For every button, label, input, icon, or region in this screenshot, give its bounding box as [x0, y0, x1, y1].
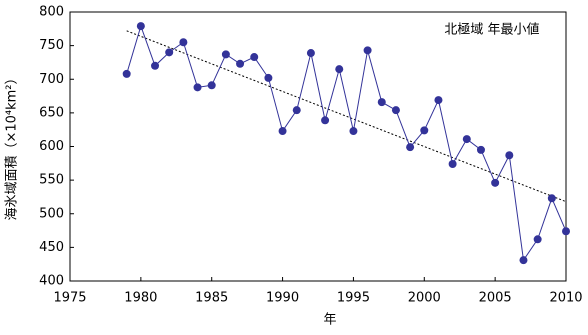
x-tick-label: 1980 [124, 291, 157, 306]
x-tick-label: 2005 [479, 291, 512, 306]
trend-line [126, 30, 567, 203]
annotation: 北極域 年最小値 [444, 22, 539, 38]
y-axis-label: 海氷域面積（×10⁴km²） [5, 71, 20, 220]
y-tick-label: 700 [39, 72, 64, 87]
point [533, 235, 542, 244]
x-tick-label: 1990 [266, 291, 299, 306]
x-tick-label: 1975 [53, 291, 86, 306]
point [179, 38, 188, 47]
point [547, 194, 556, 203]
point [406, 143, 415, 152]
x-tick-label: 2010 [549, 291, 582, 306]
point [122, 69, 131, 78]
y-tick-label: 800 [39, 5, 64, 20]
point [165, 48, 174, 57]
x-tick-label: 1985 [195, 291, 228, 306]
point [519, 256, 528, 265]
y-tick-label: 400 [39, 274, 64, 289]
y-tick-label: 550 [39, 173, 64, 188]
point [136, 22, 145, 31]
series-line [126, 24, 567, 262]
point [434, 96, 443, 105]
point [476, 145, 485, 154]
x-axis-label: 年 [323, 313, 336, 328]
point [462, 135, 471, 144]
y-tick-label: 600 [39, 139, 64, 154]
point [562, 227, 570, 236]
plot-frame [69, 11, 567, 282]
y-tick-label: 450 [39, 240, 64, 255]
point [505, 151, 514, 160]
point [448, 159, 457, 168]
y-tick-label: 650 [39, 105, 64, 120]
point [321, 116, 330, 125]
point [292, 106, 301, 115]
point [151, 61, 160, 70]
point [363, 46, 372, 55]
point [420, 126, 429, 135]
point [491, 178, 500, 187]
point [250, 53, 259, 62]
point [207, 81, 216, 90]
x-tick-label: 1995 [337, 291, 370, 306]
point [391, 106, 400, 115]
point [377, 98, 386, 107]
point [221, 50, 230, 59]
y-tick-label: 500 [39, 206, 64, 221]
point [306, 49, 315, 58]
point [278, 127, 287, 136]
point [264, 73, 273, 82]
x-tick-label: 2000 [408, 291, 441, 306]
point [335, 65, 344, 74]
point [193, 83, 202, 92]
point [349, 127, 358, 136]
y-tick-label: 750 [39, 38, 64, 53]
point [236, 59, 245, 68]
